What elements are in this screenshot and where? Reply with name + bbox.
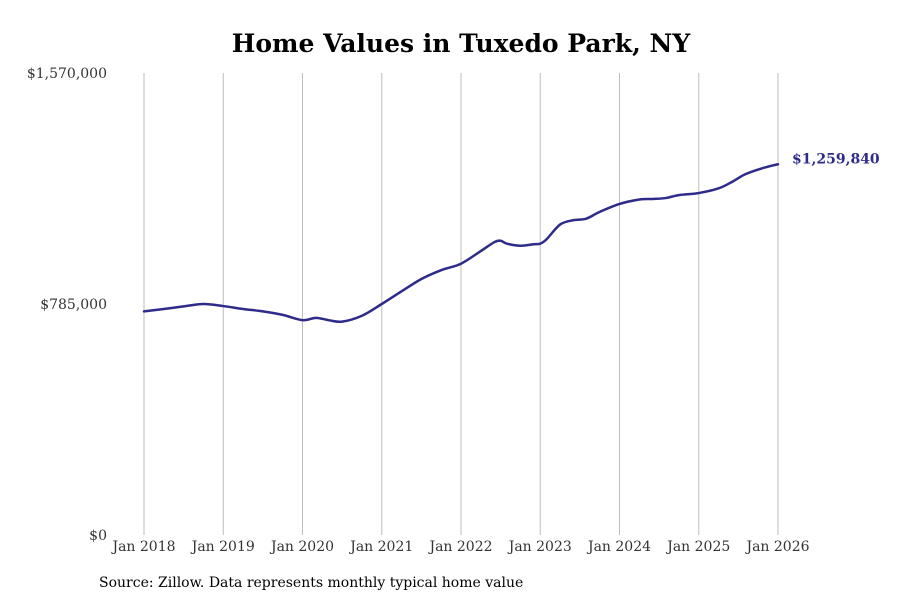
x-tick-label: Jan 2021 — [348, 539, 413, 555]
end-value-label: $1,259,840 — [792, 151, 880, 167]
chart-title: Home Values in Tuxedo Park, NY — [232, 29, 692, 58]
y-tick-label: $0 — [89, 528, 107, 544]
x-tick-label: Jan 2018 — [110, 539, 175, 555]
x-tick-label: Jan 2019 — [190, 539, 255, 555]
x-tick-label: Jan 2022 — [427, 539, 492, 555]
x-tick-label: Jan 2024 — [586, 539, 651, 555]
x-tick-label: Jan 2025 — [665, 539, 730, 555]
x-tick-label: Jan 2026 — [744, 539, 809, 555]
y-tick-label: $785,000 — [40, 297, 107, 313]
y-tick-label: $1,570,000 — [27, 66, 107, 82]
source-note: Source: Zillow. Data represents monthly … — [99, 575, 523, 591]
x-tick-label: Jan 2020 — [269, 539, 334, 555]
x-axis-ticks: Jan 2018 Jan 2019 Jan 2020 Jan 2021 Jan 2022… — [110, 539, 809, 555]
x-tick-label: Jan 2023 — [507, 539, 572, 555]
series-layer — [142, 163, 780, 324]
y-axis-ticks: $0 $785,000 $1,570,000 — [27, 66, 107, 544]
series-line-0 — [142, 163, 780, 324]
vertical-grid — [143, 73, 779, 535]
